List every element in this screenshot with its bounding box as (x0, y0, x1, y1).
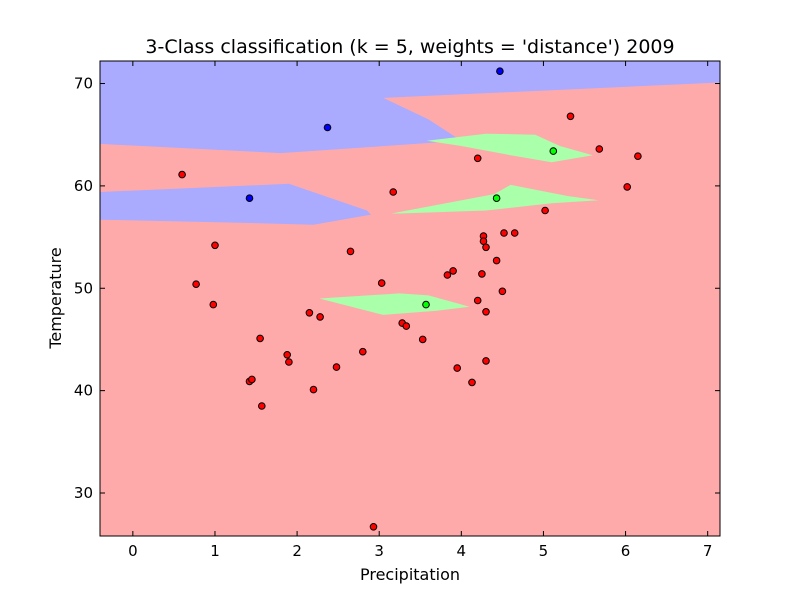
x-tick-label: 3 (374, 542, 384, 560)
point-red-13 (332, 363, 341, 371)
point-red-12 (316, 313, 324, 321)
y-tick-label: 30 (74, 484, 93, 502)
region-green-4 (319, 293, 470, 315)
point-red-27 (473, 154, 482, 163)
point-red-28 (478, 270, 486, 278)
point-red-25 (468, 378, 476, 387)
point-red-8 (283, 351, 292, 359)
point-blue-2 (496, 67, 504, 75)
point-red-42 (634, 152, 642, 160)
point-green-0 (422, 300, 430, 309)
point-red-39 (566, 112, 575, 121)
point-red-14 (346, 247, 355, 256)
plot-area: 0 1 2 3 4 5 6 7 30 40 50 60 70 (74, 60, 721, 560)
point-red-20 (402, 322, 411, 330)
y-axis-label: Temperature (46, 247, 65, 349)
point-red-33 (482, 357, 490, 365)
y-tick-label: 60 (74, 177, 93, 195)
point-red-23 (449, 267, 457, 275)
point-red-17 (377, 279, 386, 287)
point-red-9 (285, 358, 293, 366)
point-red-1 (192, 280, 200, 289)
axes-frame (99, 60, 721, 537)
point-red-11 (309, 385, 318, 394)
y-tick-label: 70 (74, 75, 93, 93)
point-red-35 (498, 287, 507, 296)
x-tick-label: 4 (457, 542, 467, 560)
x-tick-label: 0 (128, 542, 138, 560)
point-red-32 (482, 308, 490, 316)
x-tick-label: 5 (539, 542, 549, 560)
point-red-2 (209, 300, 218, 309)
point-red-0 (178, 170, 186, 179)
x-tick-label: 7 (703, 542, 713, 560)
x-tick-label: 1 (210, 542, 220, 560)
y-axis-ticks: 30 40 50 60 70 (74, 75, 720, 502)
point-red-36 (500, 229, 508, 237)
x-tick-label: 6 (621, 542, 631, 560)
point-red-41 (623, 183, 632, 191)
data-points (178, 67, 642, 531)
point-red-16 (369, 523, 378, 531)
point-red-31 (482, 243, 490, 252)
point-red-15 (359, 347, 367, 356)
point-red-6 (256, 334, 264, 343)
point-red-40 (595, 145, 604, 153)
point-red-18 (389, 188, 398, 196)
point-red-26 (473, 296, 482, 305)
point-green-2 (549, 147, 558, 155)
point-red-7 (258, 402, 266, 410)
point-red-24 (453, 364, 462, 372)
y-tick-label: 40 (74, 382, 93, 400)
region-green-2 (426, 133, 593, 163)
region-blue-1 (100, 183, 371, 225)
x-axis-ticks: 0 1 2 3 4 5 6 7 (128, 61, 712, 560)
point-red-21 (418, 335, 427, 344)
point-red-5 (248, 375, 256, 384)
point-red-3 (211, 241, 219, 250)
point-red-34 (492, 256, 501, 265)
region-blue-0 (100, 61, 720, 154)
point-red-10 (305, 309, 314, 317)
x-tick-label: 2 (292, 542, 302, 560)
point-red-22 (443, 271, 452, 279)
point-blue-0 (245, 194, 254, 202)
chart-title: 3-Class classification (k = 5, weights =… (145, 36, 674, 58)
point-red-38 (541, 206, 549, 215)
point-green-1 (492, 194, 501, 202)
point-blue-1 (323, 123, 332, 132)
y-tick-label: 50 (74, 279, 93, 297)
decision-regions (100, 61, 720, 536)
x-axis-label: Precipitation (360, 565, 460, 584)
point-red-37 (510, 229, 519, 237)
